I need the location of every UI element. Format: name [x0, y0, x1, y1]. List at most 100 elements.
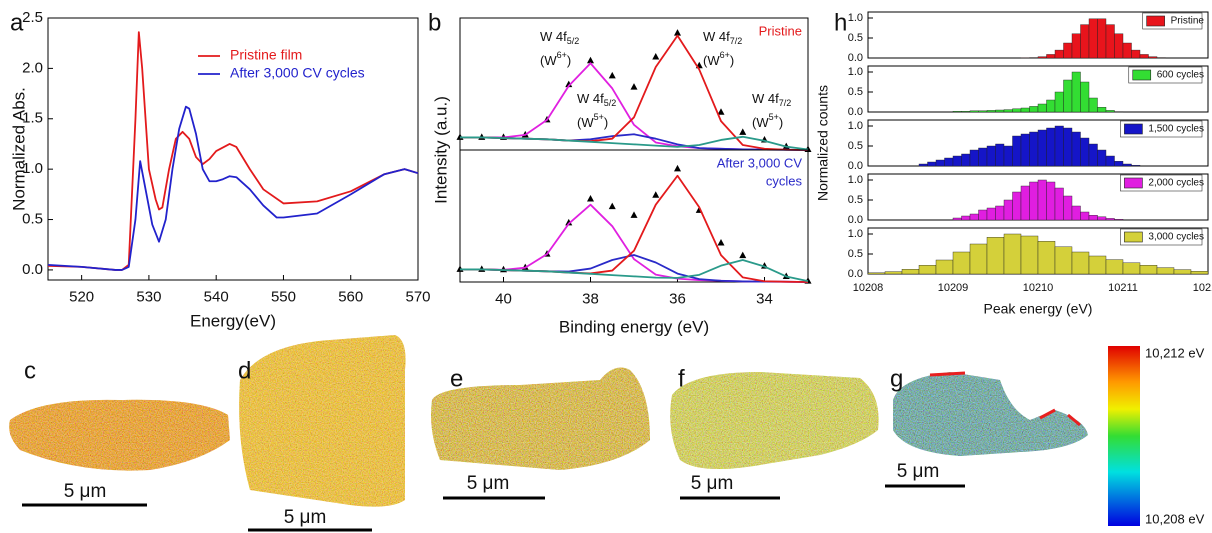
- scale-bar-label: 5 μm: [64, 481, 107, 502]
- y-axis-label: Intensity (a.u.): [431, 96, 450, 204]
- histogram-bar: [995, 109, 1005, 113]
- histogram-bar: [1054, 91, 1064, 113]
- map-f-texture: [670, 372, 879, 469]
- legend-swatch: [1124, 177, 1143, 189]
- histogram-bar: [1122, 42, 1132, 59]
- y-tick-label: 1.0: [848, 120, 863, 132]
- histogram-bar: [1105, 110, 1115, 113]
- series-line: [460, 259, 809, 283]
- histogram-bar: [1080, 81, 1090, 113]
- histogram-bar: [1105, 218, 1115, 221]
- y-tick-label: 1.5: [22, 110, 43, 127]
- histogram-bar: [1122, 163, 1132, 167]
- y-tick-label: 1.0: [848, 174, 863, 186]
- x-axis-label: Peak energy (eV): [984, 301, 1093, 317]
- x-tick-label: 36: [669, 290, 686, 307]
- histogram-bar: [995, 143, 1005, 167]
- histogram-bar: [1037, 103, 1047, 113]
- x-tick-label: 40: [495, 290, 512, 307]
- histogram-bar: [1088, 97, 1098, 113]
- histogram-bar: [1029, 131, 1039, 167]
- legend: Pristine: [1142, 12, 1204, 30]
- histogram-bar: [969, 213, 979, 221]
- annotation-text: W 4f: [703, 29, 730, 44]
- histogram-bar: [1080, 24, 1090, 59]
- data-point: [565, 218, 573, 226]
- annotation-text: ): [567, 53, 571, 68]
- histogram-bar: [1139, 54, 1149, 59]
- histogram-bar: [1012, 108, 1022, 113]
- y-tick-label: 0.0: [848, 214, 863, 226]
- histogram-bar: [986, 110, 996, 113]
- histogram-bar: [1114, 218, 1124, 221]
- panel-letter: a: [10, 9, 24, 36]
- histogram-bar: [918, 265, 937, 275]
- histogram-bar: [1105, 155, 1115, 167]
- series-line: [47, 31, 419, 271]
- histogram-bar: [1190, 271, 1209, 275]
- histogram-bar: [1037, 129, 1047, 167]
- y-tick-label: 0.5: [848, 140, 863, 152]
- y-tick-label: 0.0: [848, 160, 863, 172]
- annotation-text: (W: [577, 115, 594, 130]
- map-letter: d: [238, 357, 251, 384]
- histogram-bar: [1012, 191, 1022, 221]
- histogram-bar: [1037, 56, 1047, 59]
- histogram-bar: [1122, 262, 1141, 275]
- y-axis-label: Normalized Abs.: [9, 87, 28, 211]
- x-tick-label: 520: [69, 288, 94, 305]
- legend-label: Pristine film: [230, 47, 302, 63]
- data-point: [674, 164, 681, 172]
- histogram-bar: [1012, 135, 1022, 167]
- histogram-bar: [978, 147, 988, 167]
- legend-box: [1120, 120, 1203, 138]
- annotation-superscript: 5+: [594, 112, 604, 122]
- histogram-bar: [1046, 54, 1056, 59]
- histogram-bar: [1088, 18, 1098, 59]
- annotation-text: (W: [703, 53, 720, 68]
- legend: 2,000 cycles: [1120, 174, 1204, 192]
- annotation: (W5+): [577, 112, 608, 130]
- histogram-bar: [1003, 233, 1022, 275]
- legend-label: 3,000 cycles: [1148, 232, 1204, 243]
- histogram-bar: [952, 217, 962, 221]
- data-point: [652, 191, 660, 198]
- legend-swatch: [1132, 69, 1152, 81]
- histogram-bar: [1097, 18, 1107, 59]
- y-tick-label: 0.5: [848, 32, 863, 44]
- y-tick-label: 0.0: [22, 261, 43, 278]
- data-point: [587, 195, 594, 202]
- x-tick-label: 540: [204, 288, 229, 305]
- legend-swatch: [1124, 123, 1143, 135]
- histogram-bar: [986, 145, 996, 167]
- histogram-bar: [1139, 265, 1158, 275]
- histogram-bar: [1037, 240, 1056, 275]
- histogram-bar: [952, 110, 962, 113]
- annotation: W 4f7/2: [703, 29, 742, 46]
- annotation: (W5+): [752, 112, 783, 130]
- series-line: [460, 62, 809, 151]
- histogram-bar: [1063, 79, 1073, 113]
- histogram-bar: [1020, 185, 1030, 221]
- data-point: [739, 251, 747, 259]
- scale-bar-label: 5 μm: [284, 507, 327, 528]
- annotation: (W6+): [703, 50, 734, 68]
- histogram-bar: [1071, 71, 1081, 113]
- histogram-bar: [1046, 99, 1056, 113]
- series-label: cycles: [766, 173, 803, 188]
- plot-frame: [459, 149, 809, 283]
- data-point: [739, 128, 747, 135]
- histogram-bar: [1003, 199, 1013, 221]
- histogram-bar: [867, 272, 886, 275]
- histogram-bar: [1003, 145, 1013, 167]
- data-point: [652, 52, 660, 60]
- legend-label: 600 cycles: [1157, 70, 1204, 81]
- histogram-bar: [1080, 211, 1090, 221]
- annotation-text: ): [604, 115, 608, 130]
- x-axis-label: Energy(eV): [190, 311, 276, 330]
- plot-frame: [47, 17, 419, 281]
- map-e-texture: [431, 367, 650, 470]
- histogram-bar: [1020, 133, 1030, 167]
- histogram-bar: [978, 209, 988, 221]
